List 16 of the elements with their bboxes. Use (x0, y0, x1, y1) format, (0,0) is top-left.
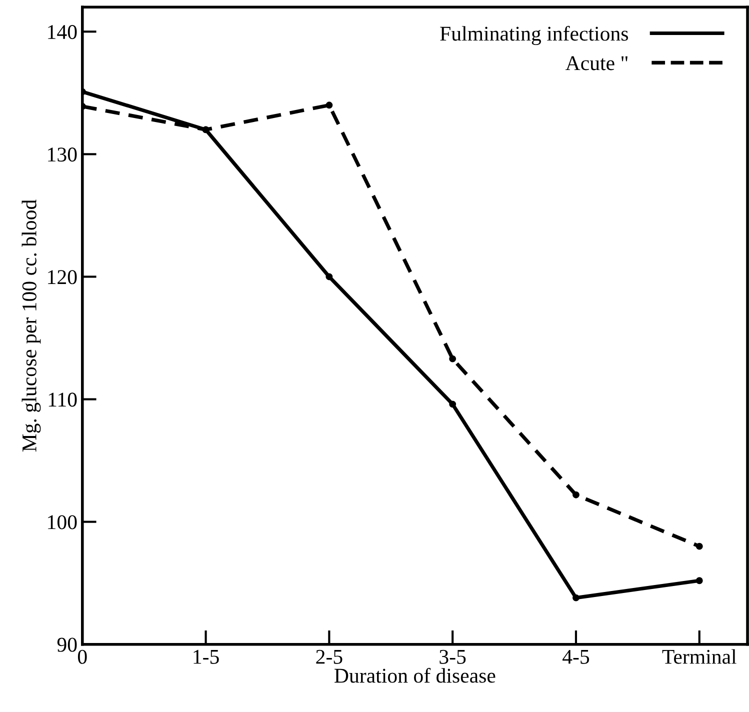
y-tick-label: 100 (48, 515, 77, 530)
x-tick-label: 1-5 (194, 650, 219, 664)
x-tick-label: Terminal (662, 649, 736, 664)
y-axis-title: Mg. glucose per 100 cc. blood (22, 200, 41, 452)
x-axis-title: Duration of disease (334, 668, 496, 683)
x-tick-label: 0 (78, 650, 87, 664)
y-tick-label: 120 (48, 270, 77, 284)
y-tick-label: 130 (48, 148, 77, 162)
y-tick-label: 90 (57, 638, 77, 652)
y-tick-label: 110 (48, 392, 77, 407)
x-tick-label: 4-5 (562, 650, 590, 664)
legend-label: Acute " (565, 56, 628, 70)
legend-label: Fulminating infections (440, 26, 628, 46)
x-tick-label: 2-5 (316, 650, 342, 664)
y-tick-label: 140 (48, 25, 77, 40)
x-tick-label: 3-5 (440, 650, 466, 664)
